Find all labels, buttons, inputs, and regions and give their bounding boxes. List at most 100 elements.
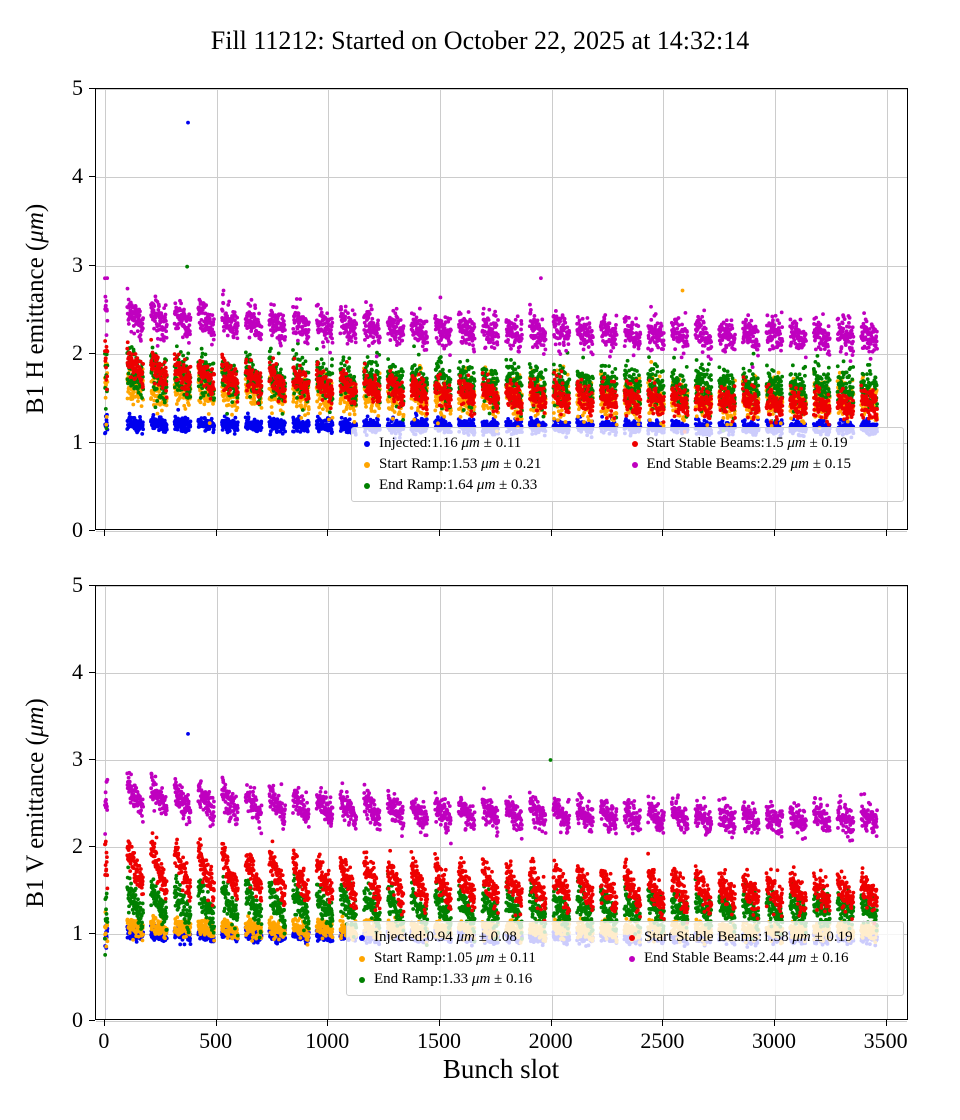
legend-label: Injected:0.94 μm ± 0.08: [374, 929, 517, 945]
figure-title: Fill 11212: Started on October 22, 2025 …: [210, 26, 750, 55]
y-tick-label: 2: [72, 833, 83, 858]
x-tick-mark: [103, 1020, 105, 1026]
legend-entry: End Stable Beams:2.29 μm ± 0.15: [628, 454, 896, 475]
x-tick-mark: [215, 1020, 217, 1026]
y-tick-mark: [89, 1020, 95, 1021]
axes-b1h: Injected:1.16 μm ± 0.11 Start Ramp:1.53 μ…: [95, 88, 909, 532]
x-tick-mark: [438, 530, 440, 536]
legend-unit: μm: [787, 435, 806, 451]
y-tick-mark: [89, 933, 95, 934]
y-tick-mark: [89, 264, 95, 266]
legend-label: End Ramp:1.33 μm ± 0.16: [374, 971, 533, 987]
x-tick-mark: [773, 530, 775, 536]
x-axis-label: Bunch slot: [442, 1054, 560, 1084]
legend-label: Injected:1.16 μm ± 0.11: [379, 435, 522, 451]
legend-marker-icon: [631, 461, 638, 468]
gridline-y: [96, 531, 907, 532]
y-tick-label: 3: [72, 746, 83, 771]
legend-marker-icon: [364, 440, 370, 447]
x-tick-mark: [550, 530, 552, 536]
x-tick-mark: [438, 1020, 440, 1026]
y-tick-mark: [89, 441, 95, 443]
y-tick-label: 2: [72, 340, 83, 366]
legend-entry: Start Stable Beams:1.5 μm ± 0.19: [628, 433, 896, 454]
legend-entry: Start Stable Beams:1.58 μm ± 0.19: [625, 927, 895, 948]
legend-marker-icon: [359, 934, 365, 941]
legend-entry: Injected:0.94 μm ± 0.08: [355, 927, 625, 948]
legend-unit: μm: [792, 929, 811, 945]
x-tick-mark: [215, 530, 217, 536]
y-tick-label: 1: [72, 920, 83, 945]
y-axis-unit: μm: [22, 706, 49, 737]
y-tick-label: 1: [72, 428, 83, 454]
y-axis-label-text: ): [22, 203, 49, 213]
legend-unit: μm: [471, 971, 491, 987]
y-axis-label-text: B1 H emittance (: [22, 242, 49, 415]
legend-unit: μm: [788, 950, 807, 966]
legend-entry: End Stable Beams:2.44 μm ± 0.16: [625, 948, 895, 969]
y-tick-mark: [89, 672, 95, 673]
y-tick-label: 0: [72, 517, 83, 542]
legend-label: Start Ramp:1.53 μm ± 0.21: [379, 456, 542, 472]
y-tick-label: 0: [72, 1007, 83, 1032]
y-tick-label: 4: [72, 163, 83, 189]
y-tick-mark: [89, 353, 95, 355]
x-tick-mark: [773, 1020, 775, 1026]
legend-unit: μm: [456, 929, 475, 945]
y-tick-mark: [89, 846, 95, 847]
x-tick-mark: [885, 530, 887, 536]
x-tick-mark: [550, 1020, 552, 1026]
gridline-y: [96, 1021, 907, 1022]
legend-entry: Start Ramp:1.53 μm ± 0.21: [360, 454, 628, 475]
x-tick-mark: [662, 530, 664, 536]
legend-label: Start Stable Beams:1.58 μm ± 0.19: [644, 929, 853, 945]
legend-entry: End Ramp:1.33 μm ± 0.16: [355, 969, 625, 990]
legend-label: End Ramp:1.64 μm ± 0.33: [379, 477, 538, 493]
y-axis-label-b1v: B1 V emittance (μm): [22, 698, 50, 908]
legend-unit: μm: [461, 435, 480, 451]
legend-marker-icon: [364, 461, 370, 468]
x-tick-label: 1500: [416, 1028, 461, 1053]
legend-unit: μm: [790, 456, 810, 472]
legend-label: End Stable Beams:2.44 μm ± 0.16: [644, 950, 849, 966]
legend-marker-icon: [359, 955, 365, 962]
legend-marker-icon: [359, 976, 365, 983]
y-tick-mark: [89, 530, 95, 531]
legend-b1v: Injected:0.94 μm ± 0.08 Start Ramp:1.05 μ…: [346, 921, 904, 996]
y-axis-label-text: ): [22, 697, 49, 707]
legend-label: Start Stable Beams:1.5 μm ± 0.19: [646, 435, 848, 451]
x-tick-label: 500: [199, 1028, 233, 1053]
y-axis-label-text: B1 V emittance (: [22, 736, 49, 908]
legend-unit: μm: [476, 950, 495, 966]
y-axis-unit: μm: [22, 212, 49, 243]
y-tick-mark: [89, 176, 95, 178]
x-tick-label: 0: [98, 1028, 110, 1053]
legend-label: Start Ramp:1.05 μm ± 0.11: [374, 950, 536, 966]
y-tick-mark: [89, 585, 95, 586]
y-axis-label-b1h: B1 H emittance (μm): [22, 204, 50, 414]
y-tick-label: 5: [72, 75, 83, 100]
x-tick-mark: [662, 1020, 664, 1026]
legend-b1h: Injected:1.16 μm ± 0.11 Start Ramp:1.53 μ…: [351, 427, 904, 502]
legend-entry: End Ramp:1.64 μm ± 0.33: [360, 475, 628, 496]
legend-entry: Start Ramp:1.05 μm ± 0.11: [355, 948, 625, 969]
y-tick-label: 5: [72, 572, 83, 597]
x-tick-label: 3500: [863, 1028, 908, 1053]
x-tick-label: 2500: [640, 1028, 685, 1053]
legend-label: End Stable Beams:2.29 μm ± 0.15: [646, 456, 852, 472]
legend-unit: μm: [481, 456, 500, 472]
legend-marker-icon: [629, 934, 635, 941]
x-tick-label: 3000: [751, 1028, 796, 1053]
x-tick-mark: [327, 530, 329, 536]
legend-unit: μm: [476, 477, 496, 493]
legend-marker-icon: [631, 440, 638, 447]
y-tick-mark: [89, 759, 95, 760]
x-tick-mark: [103, 530, 105, 536]
x-tick-label: 2000: [528, 1028, 573, 1053]
y-tick-label: 3: [72, 251, 83, 277]
y-tick-label: 4: [72, 659, 83, 684]
x-tick-mark: [327, 1020, 329, 1026]
legend-marker-icon: [364, 482, 370, 489]
axes-b1v: Injected:0.94 μm ± 0.08 Start Ramp:1.05 μ…: [95, 585, 909, 1022]
